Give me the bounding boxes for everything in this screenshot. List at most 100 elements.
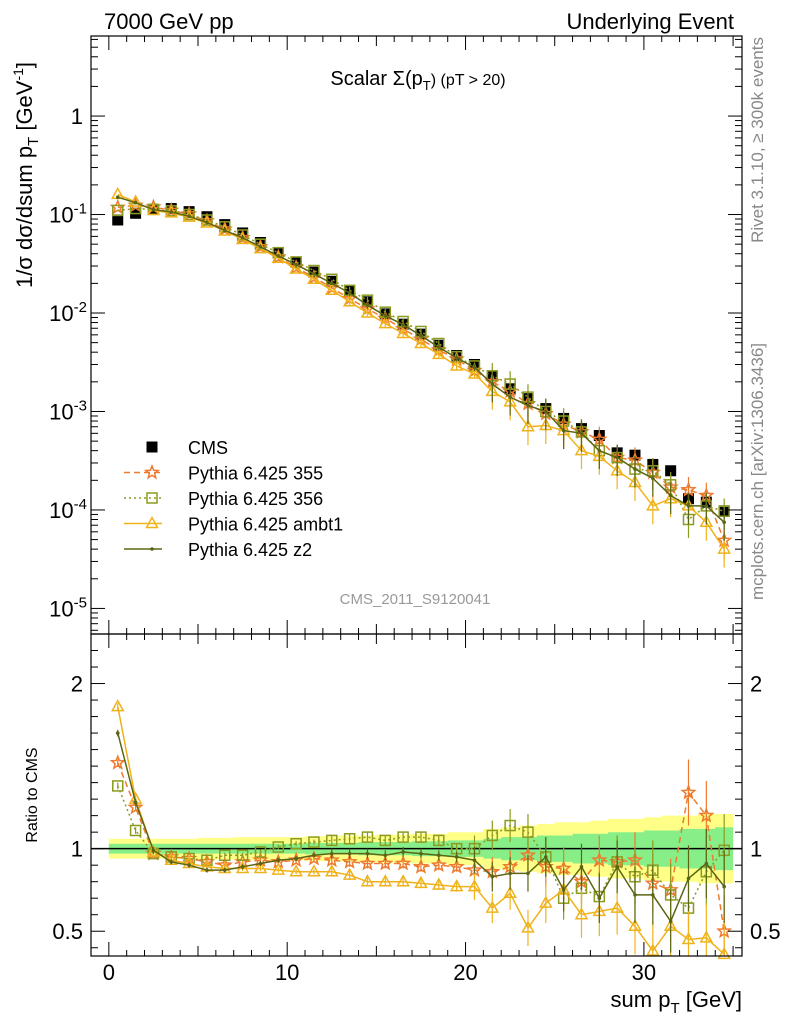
ratio-point-z2 [561, 888, 566, 892]
main-point-z2 [169, 210, 174, 214]
ratio-point-ambt1 [574, 907, 589, 920]
main-point-ambt1 [432, 346, 446, 360]
legend-label-ambt1: Pythia 6.425 ambt1 [188, 515, 343, 535]
ratio-point-p355 [412, 858, 430, 874]
ratio-point-p355 [109, 754, 126, 770]
main-point-ambt1 [521, 419, 535, 432]
main-point-ambt1 [342, 294, 357, 307]
ratio-point-ambt1 [253, 860, 268, 874]
ratio-point-p356 [129, 824, 142, 837]
ratio-point-ambt1 [414, 875, 428, 889]
main-point-z2 [722, 520, 726, 525]
ratio-point-ambt1 [325, 864, 339, 877]
main-ytick-base: 10 [49, 399, 73, 424]
main-point-ambt1 [378, 316, 393, 329]
main-point-z2 [704, 504, 709, 508]
main-point-z2 [240, 236, 245, 240]
legend-marker-z2 [150, 547, 154, 551]
main-point-z2 [419, 333, 423, 338]
main-ytick-exp: -1 [74, 201, 87, 218]
ratio-point-ambt1 [485, 900, 500, 913]
main-point-ambt1 [289, 261, 303, 274]
ratio-point-p356 [379, 834, 392, 847]
main-point-ambt1 [325, 282, 339, 296]
ratio-point-z2 [347, 851, 352, 856]
ratio-point-z2 [383, 853, 388, 858]
main-point-ambt1 [699, 514, 714, 528]
main-ytick-exp: -3 [74, 397, 87, 414]
main-ylabel-close: ] [12, 62, 37, 68]
main-point-z2 [365, 303, 370, 308]
legend: CMS Pythia 6.425 355 Pythia 6.425 356 Pythi… [124, 438, 343, 560]
chart-title-sub: T [423, 78, 431, 93]
main-point-z2 [312, 272, 316, 276]
main-ytick-base: 10 [49, 203, 73, 228]
main-point-cms [112, 214, 124, 226]
main-ylabel-main: 1/σ dσ/dsum p [12, 146, 37, 288]
ratio-point-z2 [222, 868, 227, 872]
side-label-mcplots: mcplots.cern.ch [arXiv:1306.3436] [748, 343, 767, 600]
ratio-xlabel-sub: T [670, 1000, 679, 1017]
ratio-point-ambt1 [110, 699, 125, 712]
main-point-ambt1 [449, 358, 464, 371]
ratio-ytick-label-right: 0.5 [750, 919, 781, 944]
legend-label-cms: CMS [188, 438, 228, 458]
main-point-z2 [526, 403, 530, 408]
main-point-ambt1 [467, 366, 482, 379]
main-point-z2 [329, 281, 334, 286]
main-ytick-base: 10 [49, 596, 73, 621]
ratio-point-ambt1 [396, 874, 410, 887]
ratio-point-ambt1 [289, 864, 303, 877]
ratio-point-z2 [544, 855, 548, 859]
ratio-point-p356 [397, 831, 409, 843]
ratio-point-p356 [308, 836, 320, 848]
main-point-z2 [151, 207, 156, 212]
legend-label-p356: Pythia 6.425 356 [188, 489, 323, 509]
ratio-point-p355 [698, 807, 715, 823]
ratio-point-z2 [526, 871, 530, 876]
ratio-point-p355 [430, 856, 447, 873]
ratio-xtick-label: 10 [275, 960, 299, 985]
ratio-point-p356 [219, 849, 231, 862]
main-point-z2 [205, 220, 209, 225]
ratio-point-z2 [633, 893, 637, 897]
main-point-ambt1 [414, 335, 428, 349]
ratio-point-ambt1 [646, 943, 660, 956]
ratio-point-p356 [112, 780, 124, 792]
main-ytick-label: 10-2 [49, 299, 87, 326]
main-ytick-label: 10-1 [49, 201, 87, 228]
main-ytick-exp: -2 [74, 299, 87, 316]
side-label-rivet: Rivet 3.1.10, ≥ 300k events [748, 37, 767, 243]
ratio-point-z2 [686, 876, 691, 881]
ratio-point-z2 [151, 848, 156, 853]
ratio-point-z2 [240, 865, 245, 869]
ratio-frame [90, 633, 743, 957]
ratio-xtick-label: 0 [103, 960, 115, 985]
main-point-z2 [579, 431, 584, 436]
ratio-point-p356 [236, 849, 249, 862]
ratio-point-z2 [651, 893, 655, 897]
ratio-point-p356 [504, 819, 516, 832]
ratio-point-ambt1 [503, 885, 517, 899]
main-ytick-label: 1 [71, 104, 83, 129]
main-ytick-label: 10-3 [49, 397, 87, 424]
ratio-point-z2 [205, 868, 209, 872]
chart-title: Scalar Σ(pT) (pT > 20) [330, 68, 505, 93]
ratio-point-z2 [258, 861, 263, 866]
ratio-xlabel-main: sum p [611, 987, 671, 1012]
ratio-point-ambt1 [539, 895, 553, 908]
main-point-z2 [597, 448, 602, 453]
ratio-point-p355 [377, 854, 394, 871]
main-point-z2 [633, 467, 637, 471]
main-point-z2 [383, 313, 388, 318]
ratio-ylabel: Ratio to CMS [24, 747, 41, 842]
main-ytick-label: 10-5 [49, 594, 87, 621]
main-ytick-base: 10 [49, 301, 73, 326]
main-panel: 110-110-210-310-410-5 [49, 35, 743, 635]
main-point-z2 [222, 228, 227, 233]
ratio-point-z2 [187, 863, 191, 867]
ratio-point-p356 [415, 831, 427, 843]
main-ylabel-sup: -1 [10, 68, 26, 81]
ratio-point-z2 [329, 851, 334, 856]
ratio-point-z2 [704, 861, 709, 866]
